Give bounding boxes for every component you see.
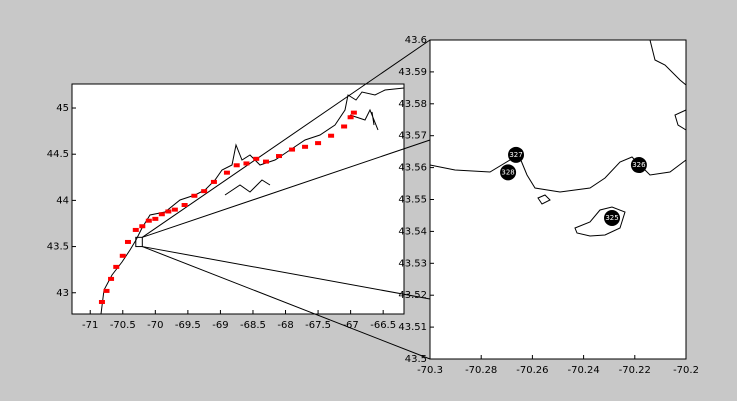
point — [328, 133, 335, 138]
x-tick-label: -70.26 — [516, 365, 548, 376]
connector-line — [142, 39, 431, 238]
point — [302, 144, 309, 149]
zoom-box — [135, 236, 143, 248]
point — [341, 124, 348, 129]
x-tick-label: -67.5 — [305, 320, 331, 331]
x-tick-label: -68.5 — [240, 320, 266, 331]
axes-right — [429, 39, 687, 360]
point — [158, 212, 165, 217]
axes-left — [71, 83, 405, 315]
x-tick-label: -69 — [212, 320, 228, 331]
point — [201, 189, 208, 194]
point — [113, 264, 120, 269]
marker-label: 327 — [509, 151, 522, 159]
marker — [508, 146, 525, 163]
connector-line — [142, 246, 431, 300]
x-tick-label: -70.5 — [110, 320, 136, 331]
point — [315, 141, 322, 146]
coastline-left — [100, 87, 405, 315]
y-tick-label: 44.5 — [47, 149, 69, 160]
point — [139, 224, 146, 229]
y-tick-label: 43.59 — [398, 67, 427, 78]
point — [233, 163, 240, 168]
point — [103, 288, 110, 293]
x-tick-label: -66.5 — [370, 320, 396, 331]
x-tick-label: -70.22 — [619, 365, 651, 376]
y-tick-label: 45 — [56, 103, 69, 114]
point — [119, 253, 126, 258]
x-tick-label: -70 — [147, 320, 163, 331]
y-tick-label: 43.57 — [398, 131, 427, 142]
marker-label: 328 — [501, 168, 514, 176]
point — [350, 110, 357, 115]
marker — [500, 164, 517, 181]
y-tick-label: 43.56 — [398, 163, 427, 174]
connector-line — [142, 139, 431, 238]
y-tick-label: 43.54 — [398, 226, 427, 237]
point — [276, 154, 283, 159]
point — [262, 159, 269, 164]
x-tick-label: -70.24 — [567, 365, 599, 376]
point — [124, 239, 131, 244]
x-tick-label: -71 — [82, 320, 98, 331]
point — [223, 170, 230, 175]
point — [171, 207, 178, 212]
point — [152, 216, 159, 221]
point — [210, 179, 217, 184]
point — [181, 203, 188, 208]
x-tick-label: -70.3 — [417, 365, 443, 376]
point — [165, 209, 172, 214]
island — [537, 194, 626, 237]
point — [243, 161, 250, 166]
y-tick-label: 43.52 — [398, 290, 427, 301]
y-tick-label: 43.6 — [405, 35, 427, 46]
point — [347, 115, 354, 120]
point — [145, 218, 152, 223]
marker-label: 326 — [632, 161, 646, 169]
y-tick-label: 43.58 — [398, 99, 427, 110]
point — [253, 156, 260, 161]
marker — [630, 157, 647, 174]
point — [191, 193, 198, 198]
point — [132, 227, 139, 232]
y-tick-label: 43 — [56, 288, 69, 299]
y-tick-label: 44 — [56, 195, 69, 206]
point — [98, 299, 105, 304]
y-tick-label: 43.5 — [405, 354, 427, 365]
x-tick-label: -67 — [342, 320, 358, 331]
x-tick-label: -68 — [277, 320, 293, 331]
point — [289, 147, 296, 152]
x-tick-label: -70.28 — [465, 365, 497, 376]
point — [108, 276, 115, 281]
y-tick-label: 43.53 — [398, 258, 427, 269]
x-tick-label: -69.5 — [175, 320, 201, 331]
y-tick-label: 43.51 — [398, 322, 427, 333]
y-tick-label: 43.55 — [398, 195, 427, 206]
connector-line — [142, 246, 431, 360]
y-tick-label: 43.5 — [47, 242, 69, 253]
marker — [604, 210, 621, 227]
marker-label: 325 — [605, 214, 618, 222]
x-tick-label: -70.2 — [673, 365, 699, 376]
